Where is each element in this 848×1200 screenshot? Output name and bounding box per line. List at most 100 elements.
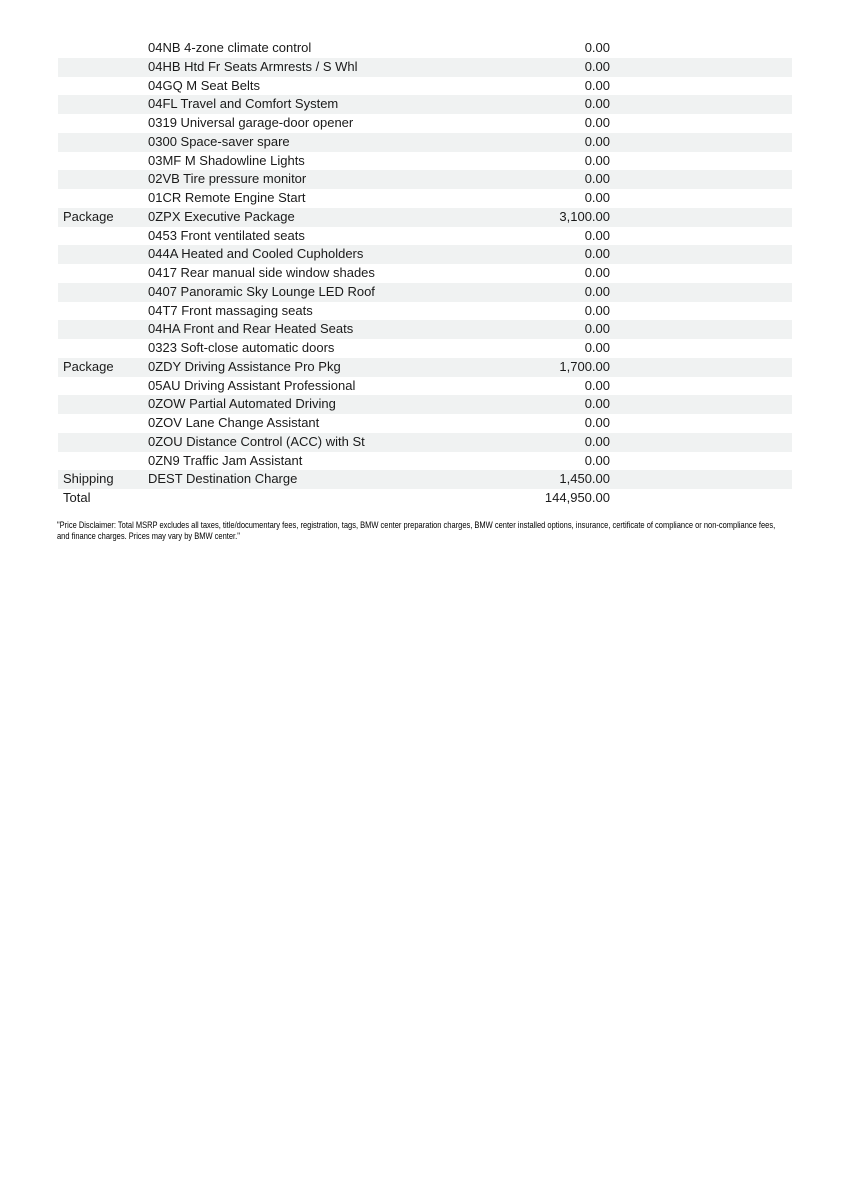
row-category bbox=[58, 377, 148, 396]
row-spacer bbox=[610, 395, 792, 414]
row-category bbox=[58, 77, 148, 96]
row-price: 0.00 bbox=[584, 302, 610, 318]
row-spacer bbox=[610, 377, 792, 396]
table-row: 0ZOU Distance Control (ACC) with St 0.00 bbox=[58, 432, 792, 452]
row-price: 0.00 bbox=[584, 40, 610, 55]
row-price: 0.00 bbox=[584, 152, 610, 168]
table-row: 044A Heated and Cooled Cupholders 0.00 bbox=[58, 245, 792, 264]
row-spacer bbox=[610, 264, 792, 283]
row-price: 0.00 bbox=[584, 452, 610, 468]
table-row: 05AU Driving Assistant Professional 0.00 bbox=[58, 377, 792, 396]
row-item: 0323 Soft-close automatic doors bbox=[148, 340, 335, 355]
table-row: 0300 Space-saver spare 0.00 bbox=[58, 132, 792, 152]
row-price: 0.00 bbox=[584, 58, 610, 74]
row-spacer bbox=[610, 170, 792, 189]
row-category bbox=[58, 39, 148, 58]
row-spacer bbox=[610, 58, 792, 77]
table-row: 0ZN9 Traffic Jam Assistant 0.00 bbox=[58, 452, 792, 471]
row-item: 0453 Front ventilated seats bbox=[148, 227, 305, 243]
table-row: Package 0ZPX Executive Package 3,100.00 bbox=[58, 207, 792, 227]
row-spacer bbox=[610, 489, 792, 508]
row-item: 0ZPX Executive Package bbox=[148, 208, 295, 224]
row-price: 144,950.00 bbox=[544, 490, 610, 505]
row-category bbox=[58, 227, 148, 246]
row-spacer bbox=[610, 189, 792, 208]
row-price: 0.00 bbox=[584, 96, 610, 112]
table-row: 0ZOW Partial Automated Driving 0.00 bbox=[58, 395, 792, 414]
row-item: 04HB Htd Fr Seats Armrests / S Whl bbox=[148, 58, 358, 74]
row-item: 04FL Travel and Comfort System bbox=[148, 96, 339, 112]
row-price: 0.00 bbox=[584, 321, 610, 337]
row-price: 0.00 bbox=[584, 115, 610, 130]
row-item: 0417 Rear manual side window shades bbox=[148, 265, 375, 280]
row-spacer bbox=[610, 114, 792, 133]
row-spacer bbox=[610, 208, 792, 227]
row-spacer bbox=[610, 320, 792, 339]
row-spacer bbox=[610, 245, 792, 264]
row-category bbox=[58, 189, 148, 208]
table-row: 04GQ M Seat Belts 0.00 bbox=[58, 77, 792, 96]
row-price: 0.00 bbox=[584, 190, 610, 205]
row-price: 1,700.00 bbox=[559, 358, 610, 374]
options-price-table: 04NB 4-zone climate control 0.00 04HB Ht… bbox=[58, 39, 792, 508]
row-category bbox=[58, 264, 148, 283]
table-row: 04T7 Front massaging seats 0.00 bbox=[58, 302, 792, 321]
row-category bbox=[58, 433, 148, 452]
row-item: 05AU Driving Assistant Professional bbox=[148, 377, 356, 393]
row-category bbox=[58, 133, 148, 152]
row-item bbox=[148, 489, 488, 508]
row-item: 0319 Universal garage-door opener bbox=[148, 115, 354, 130]
row-price: 3,100.00 bbox=[559, 208, 610, 224]
row-price: 0.00 bbox=[584, 265, 610, 280]
row-price: 0.00 bbox=[584, 377, 610, 393]
row-category bbox=[58, 414, 148, 433]
price-disclaimer: "Price Disclaimer: Total MSRP excludes a… bbox=[57, 520, 776, 542]
row-item: 04HA Front and Rear Heated Seats bbox=[148, 321, 354, 337]
table-row: 02VB Tire pressure monitor 0.00 bbox=[58, 170, 792, 189]
row-price: 0.00 bbox=[584, 77, 610, 93]
row-category bbox=[58, 114, 148, 133]
table-row: 04NB 4-zone climate control 0.00 bbox=[58, 39, 792, 58]
table-row: 04HB Htd Fr Seats Armrests / S Whl 0.00 bbox=[58, 57, 792, 77]
row-item: 0ZDY Driving Assistance Pro Pkg bbox=[148, 358, 341, 374]
row-category bbox=[58, 283, 148, 302]
row-price: 0.00 bbox=[584, 133, 610, 149]
row-price: 1,450.00 bbox=[559, 471, 610, 487]
table-row: 0407 Panoramic Sky Lounge LED Roof 0.00 bbox=[58, 282, 792, 302]
row-spacer bbox=[610, 283, 792, 302]
table-row: Shipping DEST Destination Charge 1,450.0… bbox=[58, 470, 792, 489]
table-row: 0323 Soft-close automatic doors 0.00 bbox=[58, 339, 792, 358]
row-price: 0.00 bbox=[584, 415, 610, 430]
row-item: 04GQ M Seat Belts bbox=[148, 77, 260, 93]
row-item: DEST Destination Charge bbox=[148, 471, 298, 487]
table-row: 03MF M Shadowline Lights 0.00 bbox=[58, 152, 792, 171]
row-item: 0ZOW Partial Automated Driving bbox=[148, 396, 336, 412]
table-row: 04HA Front and Rear Heated Seats 0.00 bbox=[58, 320, 792, 339]
row-price: 0.00 bbox=[584, 396, 610, 412]
row-item: 02VB Tire pressure monitor bbox=[148, 171, 307, 187]
row-item: 04NB 4-zone climate control bbox=[148, 40, 312, 55]
row-spacer bbox=[610, 339, 792, 358]
row-price: 0.00 bbox=[584, 171, 610, 187]
row-spacer bbox=[610, 358, 792, 377]
row-category bbox=[58, 58, 148, 77]
row-item: 044A Heated and Cooled Cupholders bbox=[148, 246, 364, 262]
table-row: Total 144,950.00 bbox=[58, 489, 792, 508]
row-category bbox=[58, 170, 148, 189]
row-spacer bbox=[610, 470, 792, 489]
row-category: Total bbox=[63, 490, 91, 505]
table-row: Package 0ZDY Driving Assistance Pro Pkg … bbox=[58, 357, 792, 377]
row-item: 0ZOV Lane Change Assistant bbox=[148, 415, 320, 430]
row-price: 0.00 bbox=[584, 433, 610, 449]
row-category bbox=[58, 245, 148, 264]
row-spacer bbox=[610, 452, 792, 471]
row-spacer bbox=[610, 39, 792, 58]
row-item: 03MF M Shadowline Lights bbox=[148, 152, 305, 168]
row-category: Package bbox=[63, 208, 114, 224]
row-price: 0.00 bbox=[584, 283, 610, 299]
row-category bbox=[58, 395, 148, 414]
row-item: 0407 Panoramic Sky Lounge LED Roof bbox=[148, 283, 375, 299]
row-category bbox=[58, 152, 148, 171]
row-category bbox=[58, 320, 148, 339]
table-row: 0417 Rear manual side window shades 0.00 bbox=[58, 264, 792, 283]
